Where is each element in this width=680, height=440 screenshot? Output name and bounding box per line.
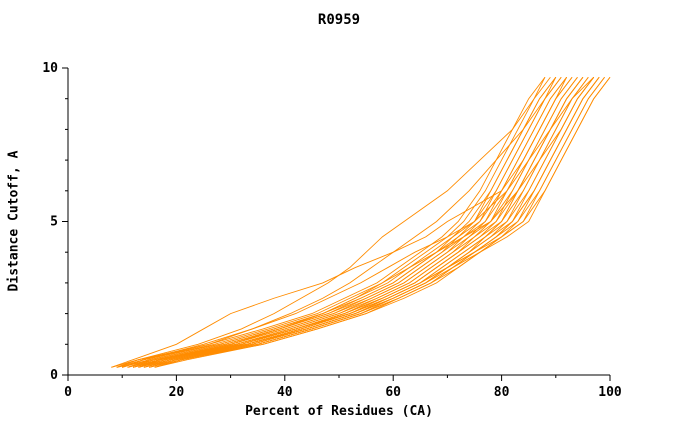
y-tick-label: 5 — [50, 215, 58, 230]
model-curve — [149, 76, 605, 368]
model-curve — [127, 76, 562, 368]
chart-title: R0959 — [317, 12, 361, 28]
model-curve — [154, 76, 605, 368]
model-curve — [138, 76, 595, 368]
y-tick-label: 0 — [50, 368, 58, 383]
model-curve — [111, 77, 568, 368]
model-curve — [127, 76, 600, 368]
x-tick-label: 40 — [277, 385, 293, 400]
model-curve — [149, 76, 600, 368]
x-tick-label: 0 — [64, 385, 72, 400]
x-tick-label: 100 — [598, 385, 622, 400]
model-curve — [143, 76, 595, 368]
model-curve — [143, 76, 589, 368]
model-curve — [138, 76, 589, 368]
y-axis-label: Distance Cutoff, A — [6, 150, 22, 292]
x-axis-label: Percent of Residues (CA) — [245, 404, 433, 419]
model-curve — [116, 76, 546, 368]
model-curve — [122, 76, 595, 368]
model-curve — [132, 76, 584, 368]
model-curve — [154, 76, 611, 368]
model-curve — [154, 76, 611, 368]
model-curve — [143, 76, 595, 368]
x-tick-label: 80 — [494, 385, 510, 400]
model-curve — [116, 76, 584, 368]
model-curve — [122, 77, 557, 368]
model-curve — [149, 76, 600, 368]
x-tick-label: 20 — [169, 385, 185, 400]
y-tick-label: 10 — [42, 61, 58, 76]
model-curve — [116, 77, 546, 368]
x-tick-label: 60 — [385, 385, 401, 400]
model-curve — [122, 76, 557, 368]
